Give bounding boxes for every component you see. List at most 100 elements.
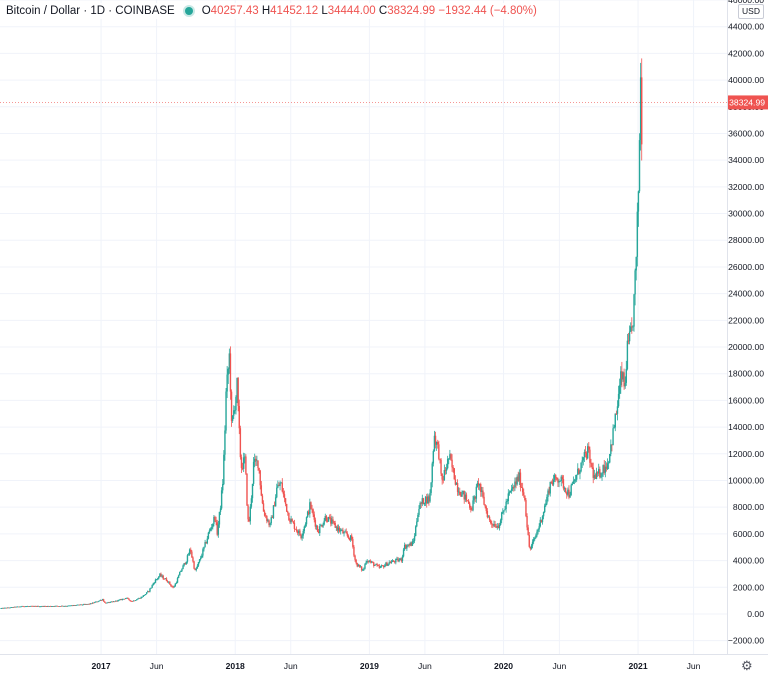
candle-body	[374, 565, 376, 566]
candle	[19, 606, 21, 608]
candle	[459, 487, 461, 496]
candle	[371, 561, 374, 564]
y-tick-label: 20000.00	[728, 342, 764, 352]
candle	[455, 482, 458, 485]
candle	[474, 496, 476, 503]
candle-body	[212, 523, 214, 528]
candle	[208, 528, 211, 534]
candle	[257, 460, 259, 471]
candle-body	[19, 606, 21, 608]
candle	[252, 457, 255, 487]
candle-body	[459, 491, 461, 495]
candle-body	[188, 549, 191, 555]
candle	[83, 603, 85, 605]
candle-body	[95, 601, 97, 603]
candle-body	[105, 602, 107, 604]
candle-body	[367, 561, 369, 562]
candle-body	[534, 537, 536, 540]
candle	[250, 495, 253, 509]
candle-body	[584, 452, 587, 454]
candle	[573, 478, 576, 485]
candle-body	[18, 606, 20, 608]
candle-body	[266, 516, 268, 522]
candle	[507, 489, 510, 505]
candle-body	[262, 503, 265, 512]
candle-body	[160, 573, 162, 577]
candle	[527, 524, 529, 536]
candle-body	[77, 604, 79, 606]
candle-body	[497, 526, 500, 529]
candle	[309, 498, 311, 518]
candle	[86, 604, 88, 605]
y-tick-label: −2000.00	[728, 636, 764, 646]
candle	[197, 561, 200, 567]
currency-button[interactable]: USD	[738, 4, 764, 19]
candle-body	[11, 607, 13, 608]
candle	[107, 601, 109, 604]
candle	[147, 590, 149, 593]
candle	[76, 604, 78, 606]
candle	[222, 479, 224, 494]
candle	[596, 471, 599, 477]
candle	[166, 580, 169, 583]
candle-body	[254, 458, 256, 462]
y-tick-label: 12000.00	[728, 449, 764, 459]
candle	[351, 533, 353, 541]
candle-body	[582, 457, 584, 461]
gear-icon[interactable]: ⚙	[741, 658, 753, 673]
candle-body	[177, 575, 180, 579]
candle	[118, 599, 120, 601]
candle	[599, 466, 601, 479]
candle-body	[599, 469, 601, 478]
candle	[85, 603, 87, 605]
candle-body	[259, 470, 261, 486]
candle-body	[199, 557, 202, 560]
candle-body	[165, 578, 168, 582]
candle	[615, 410, 618, 416]
candle	[564, 487, 567, 494]
candle	[117, 599, 119, 602]
candle	[160, 572, 162, 578]
candle-body	[55, 605, 57, 607]
candle-body	[267, 520, 269, 522]
candle	[184, 562, 186, 565]
candle	[187, 552, 190, 556]
candle	[151, 584, 153, 589]
candle	[217, 520, 220, 538]
candle	[179, 571, 181, 576]
candle	[379, 565, 382, 569]
price-axis[interactable]: −2000.00 0.00 2000.00 4000.00 6000.00 8000.00…	[727, 0, 765, 654]
candle	[59, 605, 62, 607]
candle	[134, 600, 137, 601]
candle	[531, 539, 534, 549]
symbol-title[interactable]: Bitcoin / Dollar · 1D · COINBASE	[6, 5, 175, 17]
candle	[70, 605, 73, 607]
candle	[66, 605, 68, 607]
candle	[516, 474, 518, 486]
candle-body	[303, 526, 306, 531]
candle-body	[300, 534, 302, 539]
candle-body	[603, 465, 605, 473]
candle	[119, 598, 121, 601]
candle	[635, 256, 637, 281]
x-tick-label: 2017	[92, 661, 111, 671]
y-tick-label: 26000.00	[728, 262, 764, 272]
candle	[423, 502, 426, 506]
candle	[225, 388, 227, 434]
candle	[299, 528, 301, 536]
candle	[475, 483, 478, 503]
candle-body	[621, 371, 623, 380]
candle	[547, 488, 549, 502]
candle-body	[47, 606, 50, 607]
candle	[99, 599, 102, 601]
candle	[226, 365, 228, 399]
candle	[256, 455, 258, 466]
candle	[53, 605, 55, 607]
candle-body	[229, 353, 232, 392]
candle	[96, 601, 98, 603]
close-value: 38324.99	[387, 5, 436, 17]
time-axis[interactable]: 2017 Jun 2018 Jun 2019 Jun 2020 Jun 2021 Jun	[0, 654, 768, 672]
candle-body	[175, 582, 178, 584]
candle-body	[407, 544, 409, 547]
